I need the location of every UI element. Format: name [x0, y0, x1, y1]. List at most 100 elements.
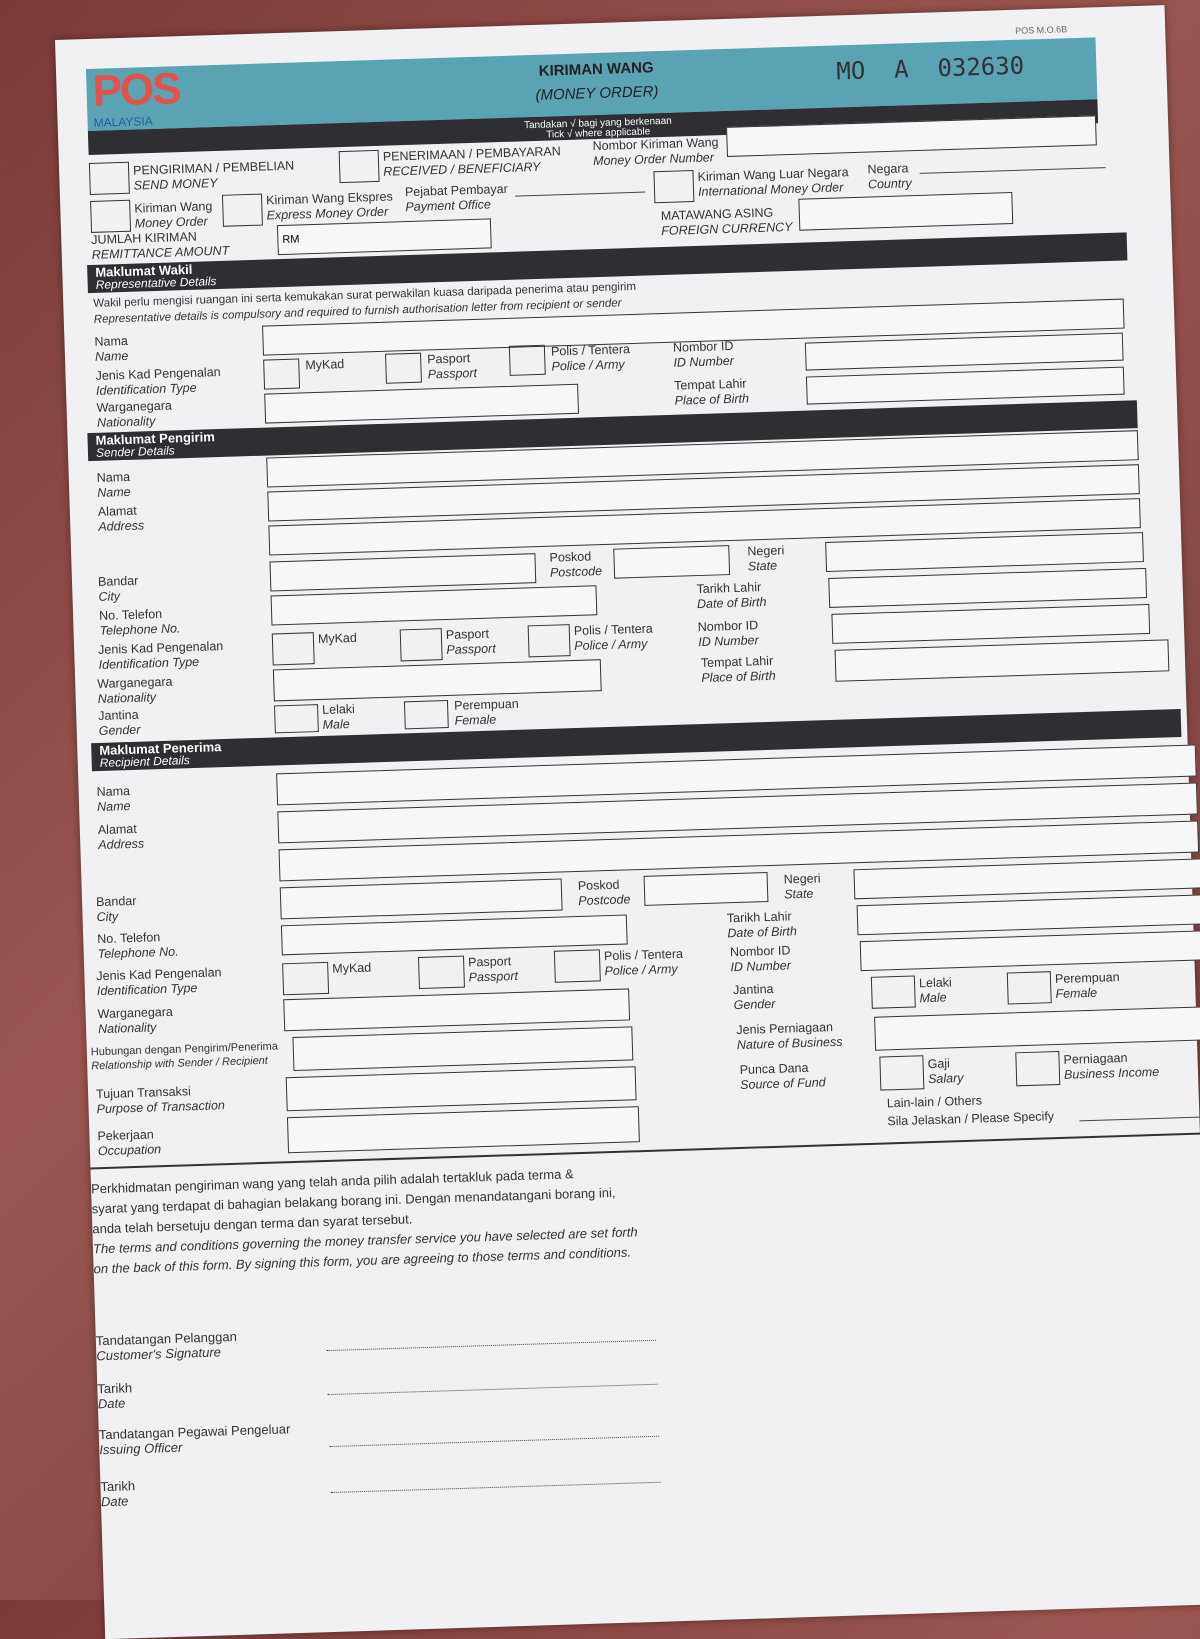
currency-prefix: RM — [282, 233, 300, 246]
salary-checkbox[interactable] — [879, 1055, 925, 1091]
sender-idnum-field[interactable] — [831, 603, 1151, 644]
recipient-postcode-label: Poskod Postcode — [577, 877, 631, 908]
sender-state-label: Negeri State — [747, 543, 785, 574]
rep-idnum-label: Nombor ID ID Number — [672, 338, 735, 370]
recipient-police-checkbox[interactable] — [553, 949, 601, 983]
customer-signature-line[interactable] — [326, 1339, 657, 1352]
payment-office-line[interactable] — [515, 191, 646, 197]
rep-idtype-label: Jenis Kad Pengenalan Identification Type — [95, 364, 221, 398]
sender-passport-label: Pasport Passport — [445, 626, 496, 658]
sender-nationality-field[interactable] — [272, 659, 602, 702]
money-order-checkbox[interactable] — [90, 199, 132, 233]
sender-male-checkbox[interactable] — [274, 704, 319, 734]
business-income-checkbox[interactable] — [1015, 1050, 1061, 1087]
sender-state-field[interactable] — [825, 532, 1144, 573]
sender-mykad-checkbox[interactable] — [271, 632, 315, 666]
business-field[interactable] — [874, 1005, 1200, 1051]
serial-number: MO A 032630 — [835, 51, 1025, 86]
mo-number-label: Nombor Kiriman Wang Money Order Number — [592, 135, 719, 169]
recipient-idnum-field[interactable] — [859, 929, 1200, 972]
occupation-field[interactable] — [286, 1106, 640, 1154]
sender-passport-checkbox[interactable] — [399, 628, 443, 662]
recipient-female-checkbox[interactable] — [1006, 971, 1052, 1005]
sender-police-checkbox[interactable] — [527, 624, 571, 658]
sender-dob-field[interactable] — [828, 567, 1148, 608]
recipient-passport-checkbox[interactable] — [417, 955, 465, 990]
recipient-city-field[interactable] — [279, 878, 563, 920]
recipient-male-label: Lelaki Male — [918, 975, 952, 1006]
recipient-idtype-label: Jenis Kad Pengenalan Identification Type — [96, 965, 222, 999]
sender-name-label: Nama Name — [96, 469, 131, 500]
rep-passport-checkbox[interactable] — [385, 352, 422, 384]
sender-phone-field[interactable] — [270, 585, 598, 626]
recipient-state-field[interactable] — [853, 858, 1200, 900]
payment-office-label: Pejabat Pembayar Payment Office — [404, 181, 508, 215]
business-label: Jenis Perniagaan Nature of Business — [736, 1020, 843, 1053]
international-checkbox[interactable] — [653, 170, 695, 204]
issuing-officer-label: Tandatangan Pegawai Pengeluar Issuing Off… — [98, 1421, 291, 1458]
recipient-passport-label: Pasport Passport — [467, 954, 519, 985]
purpose-field[interactable] — [285, 1066, 637, 1112]
rep-police-checkbox[interactable] — [508, 344, 546, 376]
sender-city-field[interactable] — [269, 553, 537, 592]
recipient-address-label: Alamat Address — [97, 821, 145, 853]
rep-police-label: Polis / Tentera Police / Army — [550, 342, 631, 374]
amount-label: JUMLAH KIRIMAN REMITTANCE AMOUNT — [91, 229, 230, 262]
rep-mykad-checkbox[interactable] — [263, 358, 301, 390]
sender-city-label: Bandar City — [97, 573, 139, 604]
date-label-2: Tarikh Date — [100, 1478, 136, 1510]
express-checkbox[interactable] — [221, 193, 263, 227]
recipient-female-label: Perempuan Female — [1054, 970, 1120, 1002]
sender-idtype-label: Jenis Kad Pengenalan Identification Type — [97, 639, 224, 672]
sender-female-label: Perempuan Female — [453, 696, 519, 728]
amount-field[interactable]: RM — [276, 218, 492, 256]
recipient-phone-label: No. Telefon Telephone No. — [97, 930, 179, 962]
sender-postcode-field[interactable] — [613, 545, 731, 579]
sender-idnum-label: Nombor ID ID Number — [697, 618, 759, 650]
terms-text: Perkhidmatan pengiriman wang yang telah … — [91, 1157, 814, 1280]
recipient-male-checkbox[interactable] — [870, 975, 916, 1009]
sender-female-checkbox[interactable] — [403, 699, 449, 730]
form-code: POS M.O.6B — [1015, 24, 1068, 36]
sender-pob-field[interactable] — [834, 639, 1170, 682]
recipient-mykad-checkbox[interactable] — [282, 961, 330, 996]
rep-mykad-label: MyKad — [305, 357, 345, 373]
date-line-2[interactable] — [330, 1481, 661, 1494]
money-order-label: Kiriman Wang Money Order — [134, 199, 213, 231]
foreign-currency-field[interactable] — [798, 192, 1014, 231]
purpose-label: Tujuan Transaksi Purpose of Transaction — [95, 1084, 226, 1117]
send-money-checkbox[interactable] — [88, 161, 130, 195]
specify-label: Sila Jelaskan / Please Specify — [887, 1109, 1055, 1129]
recipient-name-label: Nama Name — [96, 784, 131, 815]
sender-police-label: Polis / Tentera Police / Army — [573, 621, 653, 653]
recipient-idnum-label: Nombor ID ID Number — [729, 943, 792, 975]
sender-mykad-label: MyKad — [317, 630, 358, 647]
others-label: Lain-lain / Others — [886, 1093, 983, 1111]
sender-phone-label: No. Telefon Telephone No. — [98, 606, 181, 638]
rep-idnum-field[interactable] — [804, 332, 1124, 371]
recipient-city-label: Bandar City — [95, 893, 137, 925]
recipient-state-label: Negeri State — [783, 871, 821, 902]
sender-nationality-label: Warganegara Nationality — [97, 674, 173, 706]
receive-label: PENERIMAAN / PEMBAYARAN RECEIVED / BENEFI… — [382, 144, 562, 179]
recipient-nationality-field[interactable] — [283, 988, 631, 1032]
recipient-nationality-label: Warganegara Nationality — [97, 1004, 174, 1037]
recipient-dob-field[interactable] — [856, 893, 1200, 936]
country-line[interactable] — [919, 167, 1106, 174]
date-line-1[interactable] — [327, 1383, 658, 1396]
relationship-label: Hubungan dengan Pengirim/Penerima Relatio… — [90, 1040, 279, 1073]
rep-pob-field[interactable] — [805, 366, 1125, 405]
sender-gender-label: Jantina Gender — [98, 707, 141, 738]
specify-line[interactable] — [1079, 1115, 1200, 1122]
express-label: Kiriman Wang Ekspres Express Money Order — [265, 189, 393, 223]
recipient-dob-label: Tarikh Lahir Date of Birth — [726, 909, 798, 941]
issuing-officer-line[interactable] — [329, 1435, 660, 1448]
occupation-label: Pekerjaan Occupation — [97, 1127, 162, 1159]
recipient-postcode-field[interactable] — [643, 872, 769, 906]
rep-pob-label: Tempat Lahir Place of Birth — [673, 376, 750, 408]
receive-checkbox[interactable] — [338, 149, 380, 184]
send-money-label: PENGIRIMAN / PEMBELIAN SEND MONEY — [132, 158, 295, 193]
rep-nationality-field[interactable] — [264, 383, 579, 424]
relationship-field[interactable] — [292, 1026, 634, 1072]
pos-logo: POS — [91, 64, 181, 116]
